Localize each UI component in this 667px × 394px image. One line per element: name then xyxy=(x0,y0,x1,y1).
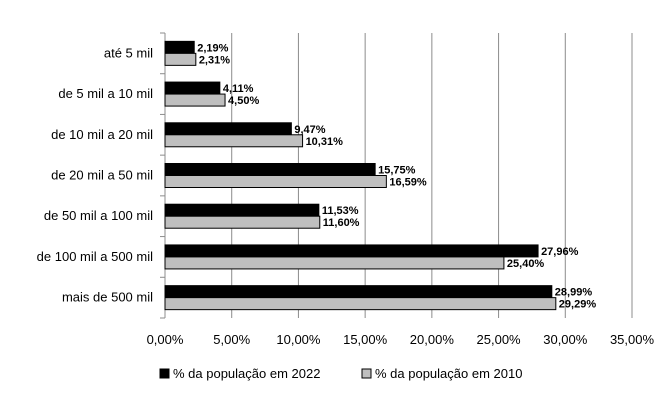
category-label: de 50 mil a 100 mil xyxy=(44,208,153,223)
x-tick-label: 10,00% xyxy=(276,332,321,347)
data-label: 4,50% xyxy=(228,95,259,107)
category-label: de 20 mil a 50 mil xyxy=(51,168,153,183)
bar xyxy=(164,40,195,54)
x-tick-label: 0,00% xyxy=(147,332,184,347)
data-labels: 2,19%2,31% 4,11%4,50% 9,47%10,31% 15,75%16,… xyxy=(197,42,596,310)
data-label: 11,53% xyxy=(322,205,359,217)
legend-swatch xyxy=(159,368,170,379)
bar xyxy=(164,215,321,229)
legend: % da população em 2022 % da população em … xyxy=(159,366,522,381)
category-label: mais de 500 mil xyxy=(62,290,153,305)
data-label: 4,11% xyxy=(223,83,254,95)
data-label: 25,40% xyxy=(507,258,545,270)
bar xyxy=(164,163,376,176)
legend-label: % da população em 2022 xyxy=(173,366,320,381)
data-label: 16,59% xyxy=(389,177,427,189)
bar xyxy=(164,122,292,136)
category-labels: até 5 mil de 5 mil a 10 mil de 10 mil a 20… xyxy=(37,45,153,304)
x-tick-label: 25,00% xyxy=(477,332,522,347)
data-label: 2,19% xyxy=(197,42,228,54)
bar xyxy=(164,52,197,66)
data-label: 29,29% xyxy=(559,299,597,311)
category-label: de 10 mil a 20 mil xyxy=(51,127,153,142)
bars xyxy=(164,40,557,311)
data-label: 27,96% xyxy=(541,246,579,258)
bar xyxy=(164,175,387,188)
data-label: 10,31% xyxy=(306,136,344,148)
x-tick-label: 20,00% xyxy=(410,332,455,347)
category-label: de 5 mil a 10 mil xyxy=(58,86,153,101)
bar xyxy=(164,297,557,311)
data-label: 28,99% xyxy=(555,287,593,299)
bar xyxy=(164,256,505,270)
data-label: 9,47% xyxy=(294,124,325,136)
bar xyxy=(164,285,553,299)
bar xyxy=(164,93,226,107)
category-label: de 100 mil a 500 mil xyxy=(37,249,153,264)
legend-label: % da população em 2010 xyxy=(375,366,522,381)
bar xyxy=(164,81,221,95)
data-label: 2,31% xyxy=(199,54,230,66)
data-label: 11,60% xyxy=(323,217,360,229)
x-tick-label: 35,00% xyxy=(610,332,655,347)
x-tick-label: 15,00% xyxy=(343,332,388,347)
x-tick-label: 5,00% xyxy=(213,332,250,347)
data-label: 15,75% xyxy=(378,165,416,177)
legend-swatch xyxy=(361,368,372,379)
tick-labels: 0,00% 5,00% 10,00% 15,00% 20,00% 25,00% 30,00%… xyxy=(147,332,655,347)
x-tick-label: 30,00% xyxy=(543,332,588,347)
category-label: até 5 mil xyxy=(104,45,153,60)
bar xyxy=(164,134,304,148)
bar xyxy=(164,203,320,217)
bar xyxy=(164,244,539,258)
